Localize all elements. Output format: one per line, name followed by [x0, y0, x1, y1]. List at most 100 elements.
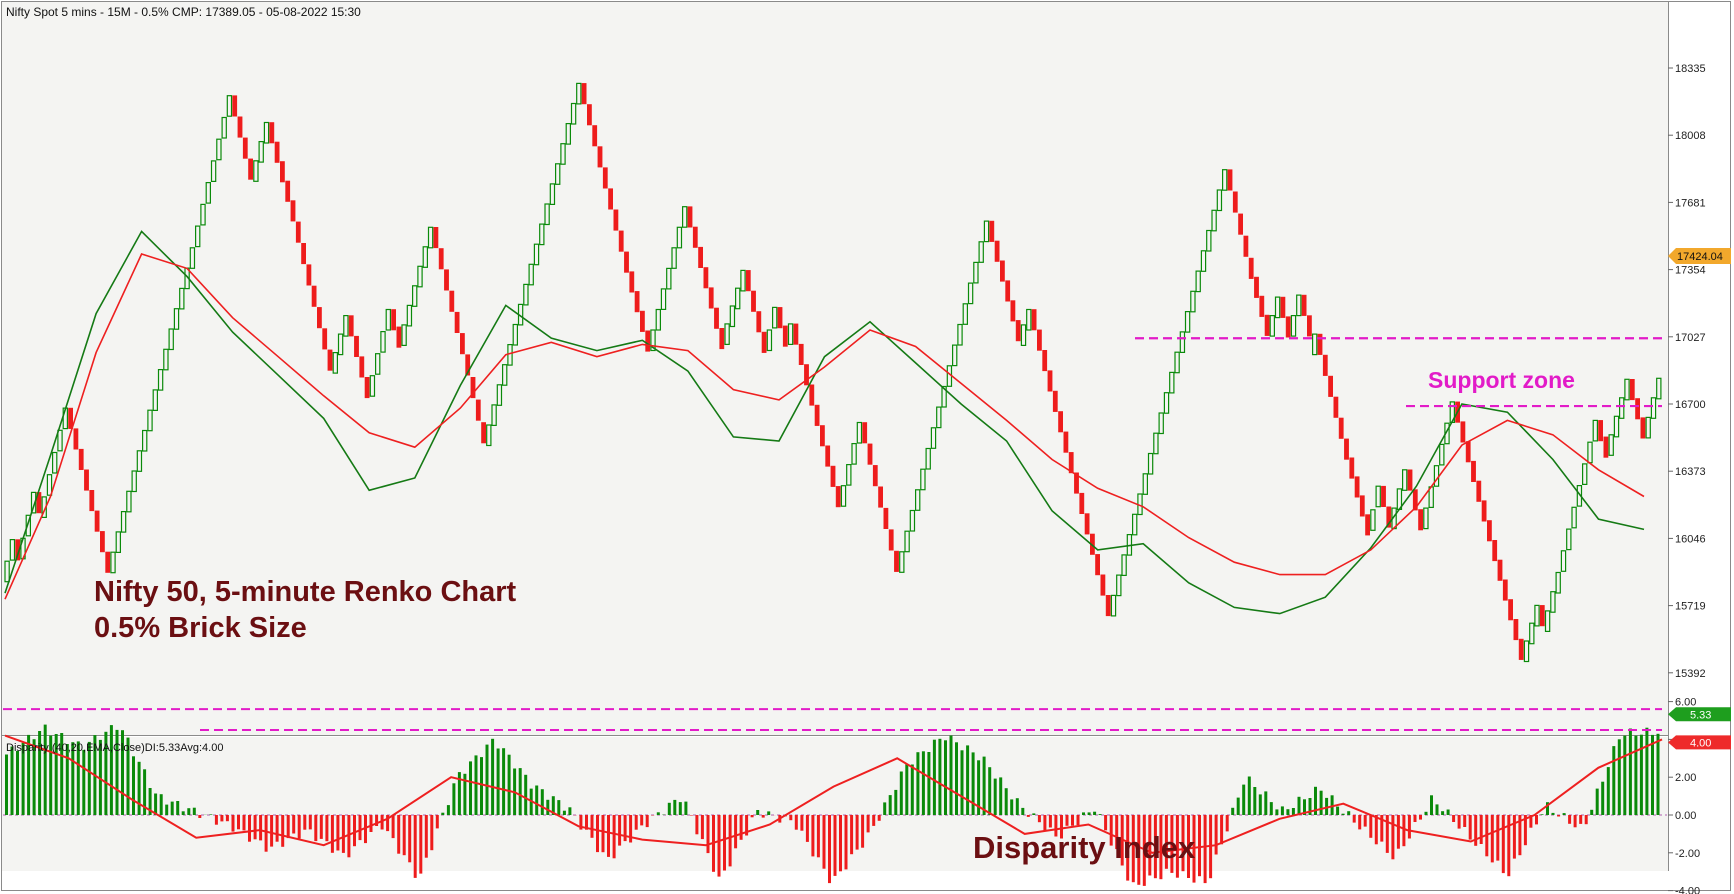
disparity-bar-negative — [220, 815, 224, 822]
disparity-bar-negative — [1148, 815, 1152, 876]
disparity-bar-negative — [1137, 815, 1141, 885]
renko-brick-up — [1290, 315, 1297, 337]
renko-brick-up — [666, 267, 672, 290]
renko-brick-up — [570, 102, 577, 125]
renko-brick-down — [1386, 506, 1392, 528]
renko-brick-down — [1037, 329, 1042, 351]
disparity-bar-positive — [767, 811, 771, 815]
renko-brick-down — [1232, 191, 1238, 213]
renko-brick-down — [481, 422, 486, 444]
renko-brick-up — [920, 468, 926, 491]
renko-brick-down — [1259, 295, 1265, 317]
renko-brick-up — [655, 308, 662, 331]
disparity-bar-positive — [960, 750, 964, 815]
renko-brick-up — [491, 404, 497, 426]
renko-brick-down — [1005, 280, 1011, 302]
renko-brick-down — [359, 356, 365, 378]
renko-brick-up — [179, 287, 185, 310]
renko-brick-up — [941, 385, 947, 408]
renko-brick-up — [258, 141, 264, 163]
disparity-bar-negative — [794, 815, 798, 830]
disparity-bar-positive — [1336, 806, 1340, 815]
disparity-bar-positive — [452, 783, 456, 815]
renko-brick-down — [756, 311, 762, 333]
disparity-bar-negative — [1474, 815, 1478, 846]
disparity-bar-negative — [728, 815, 732, 867]
disparity-bar-positive — [446, 805, 450, 815]
disparity-bar-negative — [1374, 815, 1378, 845]
renko-brick-up — [1184, 311, 1191, 333]
disparity-bar-negative — [816, 815, 820, 858]
disparity-bar-positive — [1601, 781, 1605, 815]
renko-brick-down — [1481, 500, 1487, 522]
disparity-bar-negative — [275, 815, 279, 842]
disparity-bar-negative — [1225, 815, 1229, 832]
renko-brick-up — [1206, 229, 1212, 252]
price-axis-strip[interactable] — [1668, 2, 1730, 871]
disparity-bar-positive — [977, 760, 981, 815]
disparity-bar-positive — [982, 756, 986, 815]
disparity-bar-positive — [1651, 734, 1654, 815]
renko-brick-up — [512, 323, 519, 346]
disparity-bar-positive — [43, 724, 47, 815]
disparity-bar-negative — [1048, 815, 1052, 828]
renko-brick-down — [1513, 618, 1519, 641]
disparity-bar-negative — [430, 815, 434, 851]
renko-brick-down — [444, 269, 449, 291]
renko-brick-up — [771, 306, 778, 329]
disparity-bar-negative — [358, 815, 362, 841]
renko-brick-down — [698, 246, 703, 268]
renko-brick-down — [597, 146, 603, 168]
disparity-bar-negative — [341, 815, 345, 853]
renko-brick-up — [856, 421, 863, 444]
di-value-badge — [1668, 707, 1731, 722]
disparity-bar-negative — [1512, 815, 1516, 859]
renko-brick-up — [973, 261, 979, 284]
disparity-bar-negative — [1568, 815, 1572, 824]
disparity-bar-negative — [1037, 815, 1041, 823]
renko-brick-down — [354, 335, 359, 358]
renko-brick-up — [1592, 419, 1598, 442]
disparity-bar-positive — [1424, 811, 1428, 815]
renko-brick-up — [126, 490, 132, 513]
disparity-bar-negative — [1153, 815, 1157, 879]
renko-brick-down — [883, 507, 889, 530]
disparity-bar-negative — [1104, 815, 1108, 831]
disparity-bar-negative — [198, 815, 202, 818]
disparity-bar-positive — [502, 748, 506, 815]
renko-brick-down — [100, 531, 105, 553]
renko-brick-down — [1322, 354, 1328, 376]
disparity-bar-negative — [717, 815, 721, 877]
disparity-bar-negative — [264, 815, 268, 852]
osc-axis-tick-label: 6.00 — [1675, 697, 1696, 709]
disparity-bar-positive — [209, 814, 213, 815]
disparity-bar-negative — [877, 815, 881, 821]
disparity-bar-positive — [1258, 794, 1262, 815]
disparity-bar-negative — [1468, 815, 1472, 840]
renko-brick-down — [825, 445, 831, 467]
renko-brick-up — [967, 282, 974, 305]
renko-brick-up — [385, 308, 392, 331]
disparity-bar-negative — [1557, 815, 1561, 817]
renko-brick-down — [78, 448, 84, 471]
disparity-bar-positive — [1617, 739, 1621, 815]
renko-brick-up — [486, 424, 492, 447]
renko-brick-up — [846, 464, 852, 486]
renko-brick-down — [1539, 605, 1545, 627]
disparity-bar-negative — [397, 815, 401, 854]
disparity-bar-negative — [1043, 815, 1047, 831]
disparity-bar-negative — [1579, 815, 1583, 824]
renko-brick-up — [1608, 434, 1614, 456]
renko-brick-up — [925, 447, 931, 470]
renko-brick-up — [496, 384, 503, 406]
disparity-bar-positive — [1303, 799, 1306, 815]
renko-brick-up — [724, 323, 730, 345]
price-axis-tick-label: 18335 — [1675, 63, 1706, 75]
disparity-bar-positive — [54, 734, 58, 815]
price-pane[interactable] — [2, 2, 1668, 736]
disparity-bar-negative — [1026, 815, 1030, 817]
disparity-bar-positive — [568, 807, 572, 815]
disparity-bar-negative — [1220, 815, 1224, 845]
disparity-bar-negative — [253, 815, 257, 840]
renko-brick-down — [1471, 460, 1476, 483]
